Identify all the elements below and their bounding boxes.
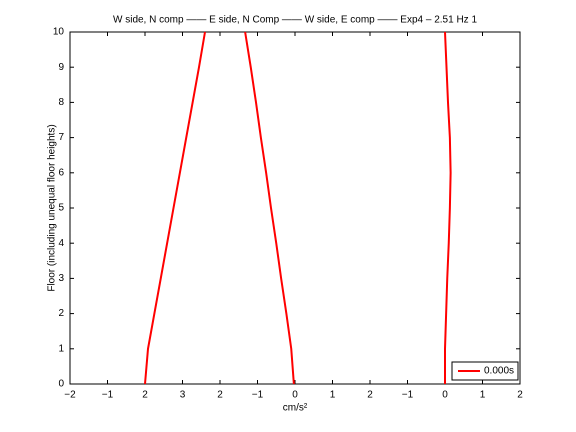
x-tick-label: 3	[180, 390, 186, 401]
x-tick-label: 0	[442, 390, 448, 401]
y-tick-label: 3	[58, 273, 64, 284]
y-tick-label: 8	[58, 97, 64, 108]
y-tick-label: 5	[58, 203, 64, 214]
data-line	[144, 31, 206, 385]
x-tick-label: −1	[252, 390, 264, 401]
y-tick-label: 7	[58, 132, 64, 143]
x-tick-label: −2	[64, 390, 76, 401]
y-tick-label: 6	[58, 167, 64, 178]
x-tick-label: 2	[217, 390, 223, 401]
x-tick-label: 2	[517, 390, 523, 401]
x-tick-label: 2	[367, 390, 373, 401]
y-tick-label: 4	[58, 238, 64, 249]
data-line	[444, 31, 452, 384]
y-tick-label: 9	[58, 62, 64, 73]
x-tick-label: −1	[102, 390, 114, 401]
y-tick-label: 10	[53, 27, 65, 38]
x-tick-label: 1	[480, 390, 486, 401]
legend-box	[451, 361, 519, 381]
y-tick-label: 1	[58, 343, 64, 354]
y-axis-label: Floor (including unequal floor heights)	[47, 124, 58, 291]
chart-title: W side, N comp —— E side, N Comp —— W si…	[113, 15, 477, 26]
x-axis-label: cm/s²	[283, 403, 308, 414]
y-tick-label: 0	[58, 379, 64, 390]
x-tick-label: 0	[292, 390, 298, 401]
x-tick-label: 1	[330, 390, 336, 401]
x-tick-label: 2	[142, 390, 148, 401]
data-line	[244, 31, 295, 385]
plot-frame	[69, 31, 521, 385]
x-tick-label: −1	[402, 390, 414, 401]
legend-label: 0.000s	[484, 366, 514, 377]
y-tick-label: 2	[58, 308, 64, 319]
